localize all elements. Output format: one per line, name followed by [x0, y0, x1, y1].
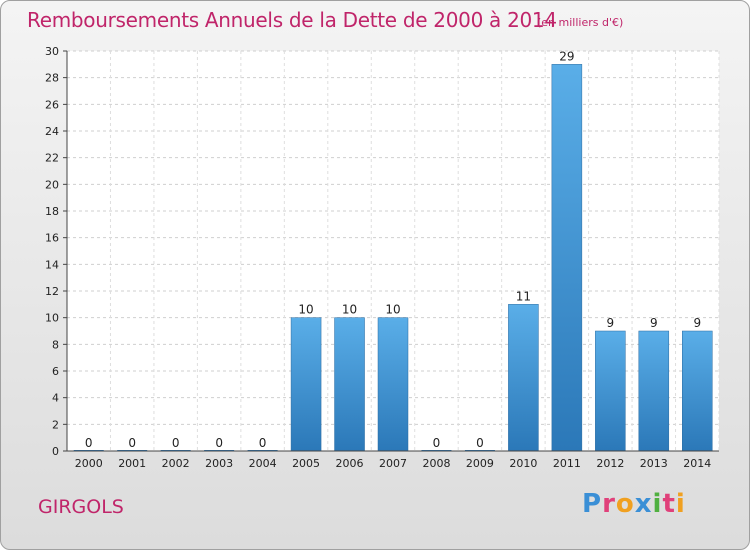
value-label-2008: 0 [433, 436, 441, 450]
value-label-2012: 9 [607, 316, 615, 330]
x-tick-label: 2000 [75, 457, 103, 470]
y-tick-label: 8 [52, 338, 59, 351]
value-label-2002: 0 [172, 436, 180, 450]
y-tick-label: 18 [45, 205, 59, 218]
x-tick-label: 2001 [118, 457, 146, 470]
value-label-2009: 0 [476, 436, 484, 450]
x-tick-label: 2009 [466, 457, 494, 470]
y-tick-label: 6 [52, 365, 59, 378]
bar-2014 [682, 330, 713, 452]
y-tick-label: 2 [52, 418, 59, 431]
x-tick-label: 2011 [553, 457, 581, 470]
x-tick-label: 2013 [640, 457, 668, 470]
place-name: GIRGOLS [38, 496, 124, 518]
y-tick-label: 20 [45, 178, 59, 191]
bar-2010 [508, 304, 539, 452]
x-tick-label: 2007 [379, 457, 407, 470]
chart-unit-note: (en milliers d'€) [537, 16, 624, 29]
value-label-2011: 29 [559, 49, 574, 63]
value-label-2010: 11 [516, 289, 531, 303]
x-tick-label: 2006 [336, 457, 364, 470]
bar-2006 [334, 317, 365, 452]
value-label-2005: 10 [298, 303, 313, 317]
y-tick-label: 24 [45, 125, 59, 138]
proxiti-logo: Proxiti [582, 489, 686, 519]
value-label-2007: 10 [385, 303, 400, 317]
value-label-2006: 10 [342, 303, 357, 317]
x-tick-label: 2004 [249, 457, 277, 470]
bar-2007 [377, 317, 409, 452]
y-tick-label: 12 [45, 285, 59, 298]
bar-2013 [638, 330, 670, 452]
bar-2011 [551, 64, 583, 452]
value-label-2000: 0 [85, 436, 93, 450]
y-tick-label: 16 [45, 232, 59, 245]
x-tick-label: 2002 [162, 457, 190, 470]
bar-2005 [290, 317, 322, 452]
y-tick-label: 30 [45, 45, 59, 58]
y-tick-label: 10 [45, 312, 59, 325]
x-tick-label: 2012 [596, 457, 624, 470]
y-tick-label: 14 [45, 258, 59, 271]
x-tick-label: 2005 [292, 457, 320, 470]
bar-2012 [595, 330, 626, 452]
x-tick-label: 2008 [422, 457, 450, 470]
y-tick-label: 26 [45, 98, 59, 111]
value-label-2013: 9 [650, 316, 658, 330]
value-label-2003: 0 [215, 436, 223, 450]
x-tick-label: 2003 [205, 457, 233, 470]
y-tick-label: 4 [52, 392, 59, 405]
x-tick-label: 2014 [683, 457, 711, 470]
value-label-2004: 0 [259, 436, 267, 450]
value-label-2014: 9 [693, 316, 701, 330]
x-tick-label: 2010 [509, 457, 537, 470]
y-tick-label: 0 [52, 445, 59, 458]
chart-title: Remboursements Annuels de la Dette de 20… [27, 8, 557, 32]
y-tick-label: 28 [45, 72, 59, 85]
y-tick-label: 22 [45, 152, 59, 165]
value-label-2001: 0 [128, 436, 136, 450]
